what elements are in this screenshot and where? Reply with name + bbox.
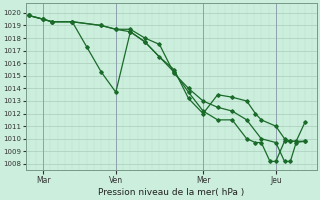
X-axis label: Pression niveau de la mer( hPa ): Pression niveau de la mer( hPa ) <box>98 188 244 197</box>
